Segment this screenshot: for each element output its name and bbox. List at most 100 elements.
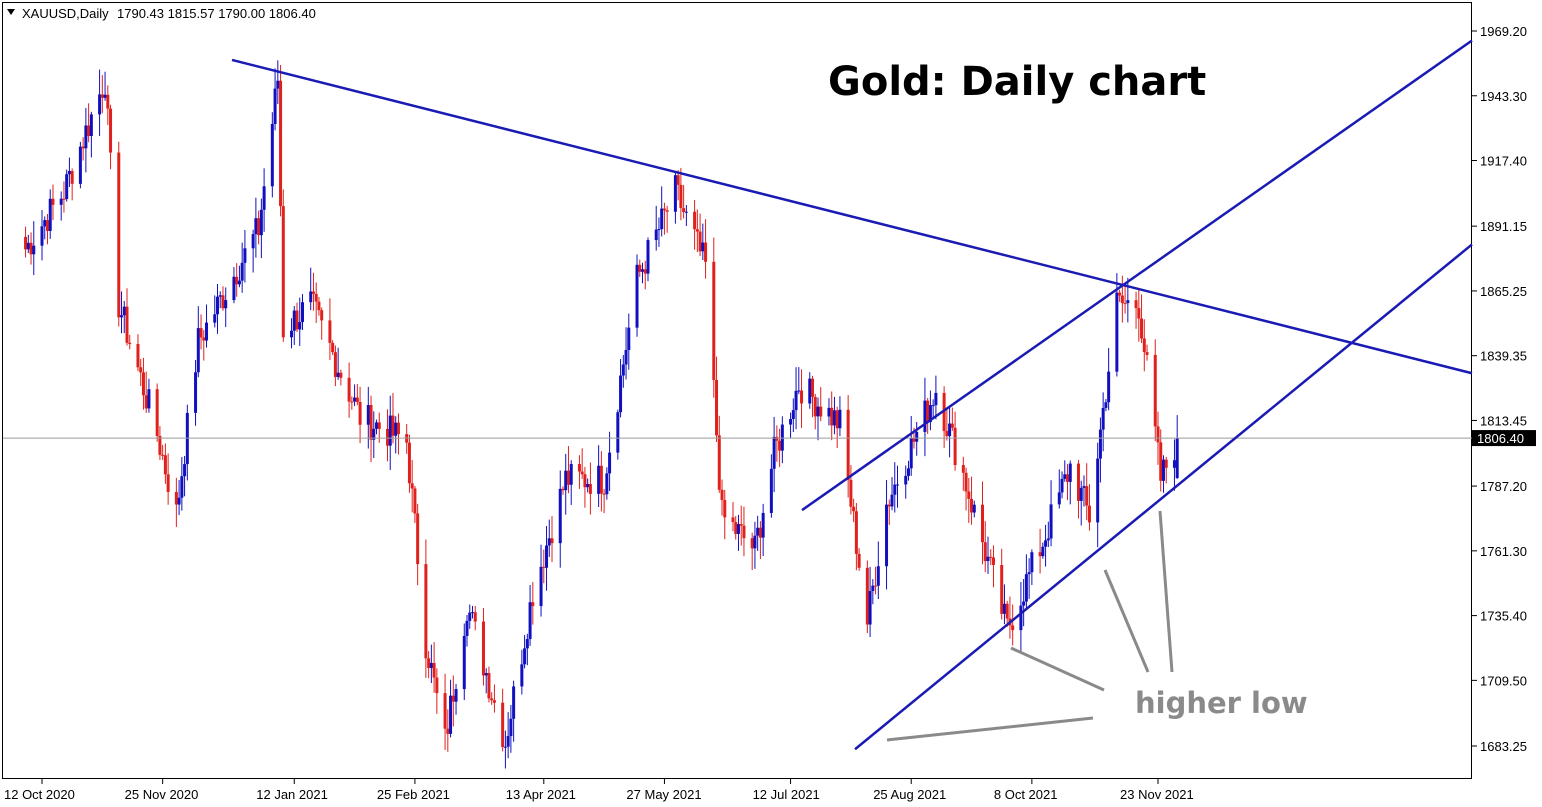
candle-body: [772, 436, 776, 469]
candle-body: [520, 664, 524, 687]
candle-body: [429, 662, 433, 668]
candle-body: [158, 435, 162, 455]
candle-body: [673, 175, 677, 212]
candle-body: [501, 702, 505, 748]
candle-body: [566, 470, 570, 485]
candle-body: [698, 231, 702, 252]
candle-body: [1066, 474, 1070, 482]
candlestick-series: [24, 60, 1179, 769]
candle-body: [205, 322, 209, 341]
candle-body: [1030, 552, 1034, 573]
candle-body: [736, 524, 740, 534]
candle-body: [388, 415, 392, 446]
candle-body: [624, 350, 628, 365]
candle-body: [876, 566, 880, 586]
trendlines: [231, 39, 1473, 751]
candle-body: [147, 389, 151, 409]
x-tick-label: 12 Jan 2021: [256, 787, 328, 802]
candle-body: [309, 291, 313, 303]
candle-body: [1087, 505, 1091, 523]
candle-body: [295, 310, 299, 330]
candle-body: [580, 471, 584, 475]
y-tick-label: 1917.40: [1480, 154, 1527, 169]
candle-body: [78, 146, 82, 184]
candle-body: [1123, 303, 1127, 305]
x-tick-label: 12 Oct 2020: [4, 787, 75, 802]
candle-body: [235, 276, 239, 285]
candle-body: [1156, 426, 1160, 443]
x-tick-label: 25 Nov 2020: [125, 787, 199, 802]
candle-body: [1145, 352, 1149, 355]
candle-body: [739, 524, 743, 526]
candle-body: [446, 728, 450, 734]
candle-body: [608, 452, 612, 474]
y-axis: 1969.20 1943.30 1917.40 1891.15 1865.25 1839.…: [1472, 24, 1527, 754]
candle-body: [550, 538, 554, 544]
candle-body: [1126, 300, 1130, 304]
candle-body: [174, 491, 178, 505]
candle-body: [1137, 308, 1141, 319]
candle-body: [753, 535, 757, 549]
candle-body: [887, 504, 891, 507]
candle-body: [490, 698, 494, 701]
candle-body: [366, 405, 370, 425]
candle-body: [720, 489, 724, 501]
candle-body: [832, 410, 836, 426]
candle-body: [641, 269, 645, 272]
x-tick-label: 23 Nov 2021: [1120, 787, 1194, 802]
candle-body: [503, 746, 507, 748]
candle-body: [972, 504, 976, 513]
candle-body: [372, 428, 376, 440]
candle-body: [1057, 492, 1061, 505]
candle-body: [684, 211, 688, 213]
candle-body: [761, 512, 765, 538]
y-tick-label: 1891.15: [1480, 219, 1527, 234]
candle-body: [1027, 572, 1031, 575]
candle-body: [1019, 605, 1023, 631]
candle-body: [811, 378, 815, 397]
candle-body: [273, 88, 277, 125]
y-tick-label: 1709.50: [1480, 673, 1527, 688]
candle-body: [646, 240, 650, 274]
candle-body: [986, 556, 990, 562]
candle-body: [950, 423, 954, 428]
candle-body: [835, 410, 839, 429]
candle-body: [819, 406, 823, 417]
candle-body: [103, 94, 107, 98]
candle-body: [800, 390, 804, 404]
dropdown-triangle-icon[interactable]: [7, 9, 15, 15]
candle-body: [62, 198, 66, 200]
candle-body: [279, 80, 283, 207]
candle-body: [964, 472, 968, 492]
candle-body: [981, 504, 985, 543]
candle-body: [177, 497, 181, 505]
candle-body: [871, 585, 875, 592]
candle-body: [906, 468, 910, 476]
candle-body: [791, 410, 795, 420]
candle-body: [1022, 601, 1026, 606]
candle-body: [564, 470, 568, 491]
candle-body: [512, 686, 516, 719]
x-tick-label: 12 Jul 2021: [753, 787, 820, 802]
candle-body: [545, 545, 549, 568]
candle-body: [893, 484, 897, 495]
candle-body: [194, 372, 198, 413]
candle-body: [24, 236, 28, 250]
candle-body: [300, 302, 304, 323]
candle-body: [347, 377, 351, 402]
candle-body: [813, 396, 817, 417]
candle-body: [141, 372, 145, 396]
candle-body: [715, 380, 719, 436]
candle-body: [331, 342, 335, 353]
candle-body: [561, 488, 565, 491]
candle-body: [619, 375, 623, 413]
candle-body: [742, 525, 746, 539]
y-tick-label: 1787.20: [1480, 479, 1527, 494]
candle-body: [155, 389, 159, 436]
candle-body: [1101, 407, 1105, 430]
candle-body: [1164, 459, 1168, 468]
candle-body: [413, 488, 417, 514]
candle-body: [254, 218, 258, 235]
candle-body: [885, 504, 889, 567]
candle-body: [432, 662, 436, 678]
